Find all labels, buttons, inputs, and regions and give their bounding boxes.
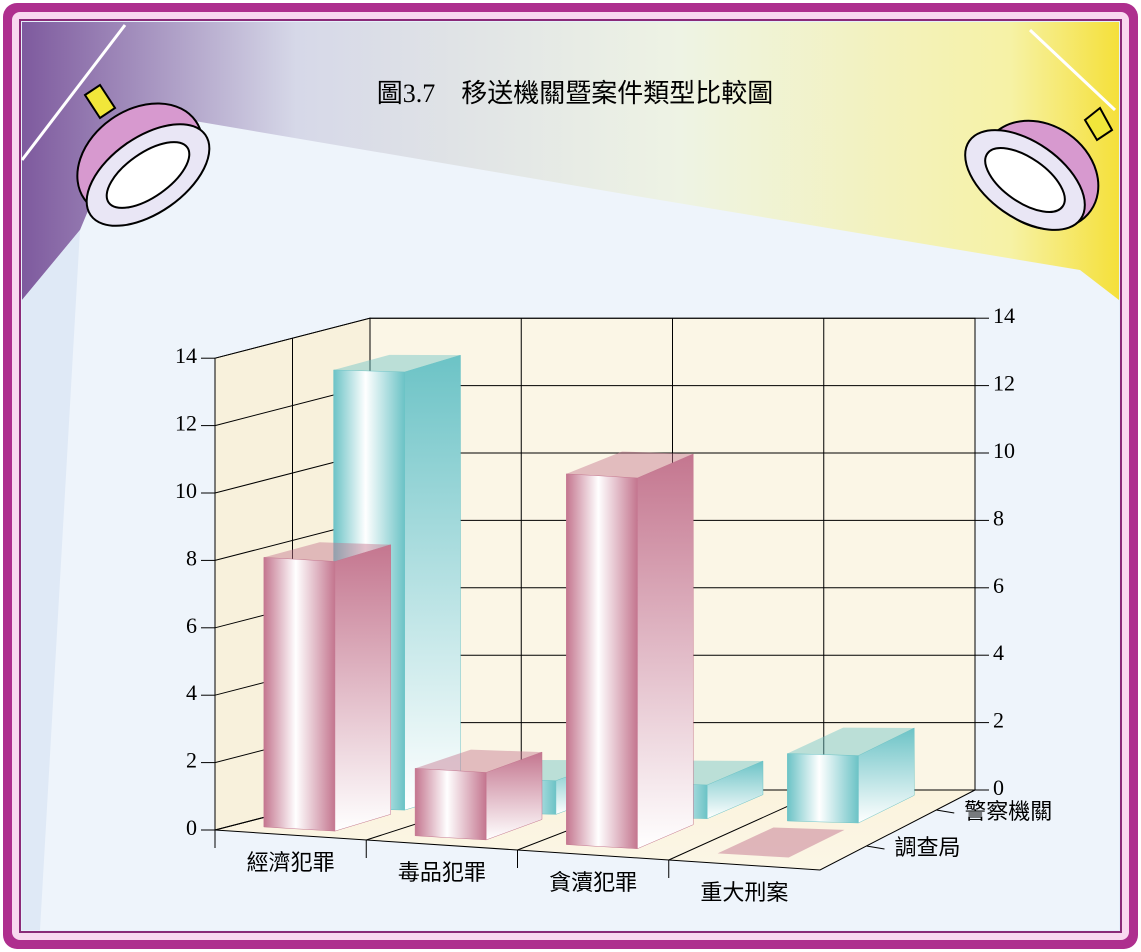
y2-tick-label: 0 (993, 775, 1004, 800)
ray (1028, 28, 1117, 112)
lamp-right (964, 106, 1114, 231)
legend-label: 警察機關 (964, 799, 1052, 824)
bar-front (414, 768, 487, 841)
bar-base (717, 827, 845, 858)
grid-line (214, 317, 975, 359)
bar-top (333, 354, 461, 372)
chart-title: 圖3.7 移送機關暨案件類型比較圖 (377, 79, 774, 108)
bar-front (566, 473, 638, 849)
x-tick-label: 貪瀆犯罪 (549, 870, 637, 895)
z-tick (866, 845, 885, 850)
x-tick-label: 重大刑案 (700, 880, 788, 905)
y2-tick-label: 2 (993, 708, 1004, 733)
bar-top (415, 749, 542, 773)
bar-side (637, 453, 694, 850)
beam-edge (22, 230, 80, 930)
bar-side (706, 760, 764, 820)
y2-tick-label: 8 (993, 505, 1004, 530)
y2-tick-label: 12 (993, 371, 1015, 396)
bar (566, 451, 694, 850)
y-tick-label: 2 (186, 748, 197, 773)
y-tick-label: 6 (186, 613, 197, 638)
y-tick-label: 10 (175, 478, 197, 503)
bar-side (485, 751, 543, 841)
legend-label: 調查局 (895, 835, 961, 860)
bar-top (263, 542, 391, 562)
y-tick-label: 8 (186, 545, 197, 570)
lamp-left (76, 83, 211, 227)
y-tick-label: 14 (175, 343, 197, 368)
y2-tick-label: 4 (993, 640, 1004, 665)
bar-top (566, 451, 694, 478)
bar (414, 749, 543, 841)
y-tick-label: 4 (186, 680, 197, 705)
bar-front (263, 557, 336, 832)
bar (717, 827, 845, 858)
y2-tick-label: 14 (993, 303, 1015, 328)
y-tick-label: 12 (175, 411, 197, 436)
bar-side (334, 544, 391, 832)
bar (787, 727, 915, 824)
bar-side (858, 727, 915, 824)
y2-tick-label: 6 (993, 573, 1004, 598)
bar-top (787, 727, 915, 756)
x-tick-label: 毒品犯罪 (398, 860, 486, 885)
bar (263, 542, 391, 832)
z-tick (936, 809, 955, 814)
x-tick-label: 經濟犯罪 (247, 850, 335, 875)
y2-tick-label: 10 (993, 438, 1015, 463)
bar-front (787, 753, 859, 824)
ray (20, 24, 127, 161)
y-tick-label: 0 (186, 815, 197, 840)
bar-side (404, 354, 461, 811)
